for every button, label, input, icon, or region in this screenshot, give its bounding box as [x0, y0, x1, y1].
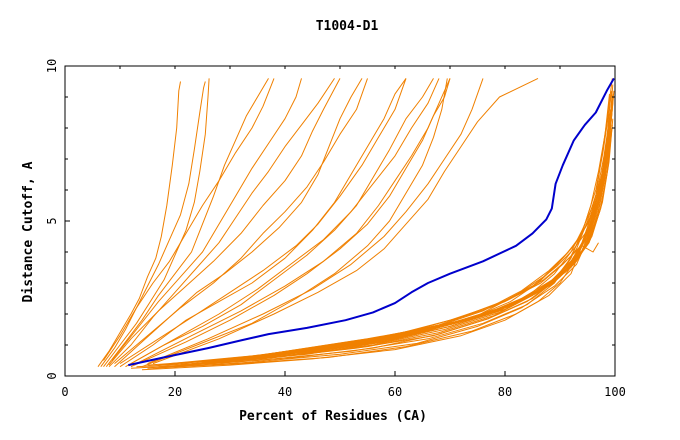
x-axis-label: Percent of Residues (CA) [239, 409, 427, 424]
series-line-17 [103, 78, 275, 361]
x-tick-label: 0 [61, 385, 68, 399]
series-line-45 [130, 93, 610, 369]
y-tick-label: 5 [45, 217, 59, 224]
axis-ticks: 0 20 40 60 80 100 0 5 10 [45, 59, 626, 399]
series-line-15 [141, 78, 448, 368]
series-line-11 [125, 78, 434, 368]
series-line-23 [158, 90, 613, 368]
y-tick-label: 10 [45, 59, 59, 73]
series-line-36 [229, 131, 612, 361]
y-tick-label: 0 [45, 372, 59, 379]
y-axis-label: Distance Cutoff, A [21, 161, 36, 302]
series-line-6 [108, 78, 341, 366]
series-line-29 [191, 127, 611, 365]
series-line-18 [111, 78, 302, 361]
series-line-30 [196, 118, 612, 365]
x-tick-label: 100 [604, 385, 626, 399]
series-line-13 [130, 78, 451, 368]
plot-lines [97, 77, 615, 371]
series-line-38 [136, 146, 609, 368]
series-line-31 [202, 109, 613, 365]
series-line-44 [202, 242, 599, 363]
series-line-4 [105, 78, 269, 368]
x-tick-label: 40 [278, 385, 292, 399]
series-line-14 [136, 78, 451, 365]
series-line-16 [147, 78, 484, 365]
x-tick-label: 60 [388, 385, 402, 399]
series-line-10 [119, 78, 407, 365]
highlight-series-line [128, 77, 615, 367]
series-line-9 [119, 78, 407, 368]
series-line-1 [97, 81, 181, 367]
series-line-3 [103, 78, 210, 368]
plot-frame [64, 65, 616, 377]
series-line-8 [114, 78, 368, 364]
x-tick-label: 80 [498, 385, 512, 399]
x-tick-label: 20 [168, 385, 182, 399]
series-line-47 [257, 118, 614, 358]
series-line-35 [224, 134, 612, 361]
series-line-34 [218, 137, 611, 361]
series-line-12 [130, 78, 440, 365]
series-line-5 [108, 78, 335, 368]
series-line-22 [152, 84, 614, 369]
series-line-19 [152, 77, 539, 365]
series-line-2 [100, 81, 206, 367]
series-line-32 [207, 103, 614, 363]
chart-title: T1004-D1 [316, 19, 379, 34]
